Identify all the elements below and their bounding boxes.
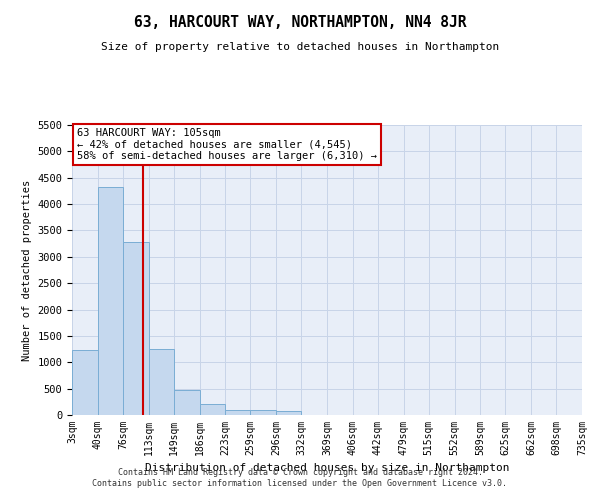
Text: Size of property relative to detached houses in Northampton: Size of property relative to detached ho… <box>101 42 499 52</box>
Text: 63 HARCOURT WAY: 105sqm
← 42% of detached houses are smaller (4,545)
58% of semi: 63 HARCOURT WAY: 105sqm ← 42% of detache… <box>77 128 377 161</box>
Bar <box>199 404 225 415</box>
Y-axis label: Number of detached properties: Number of detached properties <box>22 180 32 360</box>
Bar <box>225 410 250 415</box>
Bar <box>276 412 301 415</box>
Text: 63, HARCOURT WAY, NORTHAMPTON, NN4 8JR: 63, HARCOURT WAY, NORTHAMPTON, NN4 8JR <box>134 15 466 30</box>
Bar <box>250 410 276 415</box>
Bar <box>72 350 98 415</box>
Bar <box>174 390 199 415</box>
X-axis label: Distribution of detached houses by size in Northampton: Distribution of detached houses by size … <box>145 464 509 473</box>
Bar <box>149 348 174 415</box>
Bar <box>123 242 149 415</box>
Text: Contains HM Land Registry data © Crown copyright and database right 2024.
Contai: Contains HM Land Registry data © Crown c… <box>92 468 508 487</box>
Bar <box>98 186 123 415</box>
